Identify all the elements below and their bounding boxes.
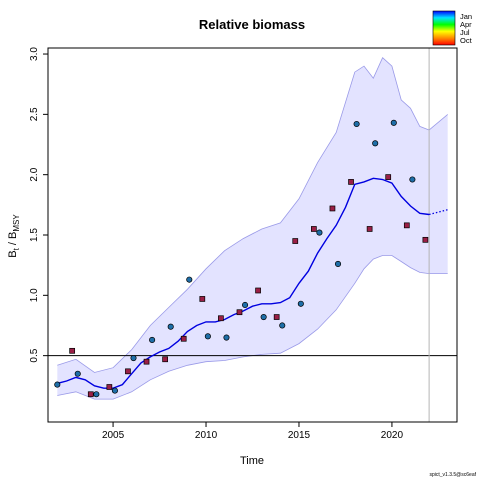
observation-point-17: [218, 315, 224, 322]
season-legend: Jan Apr Jul Oct: [432, 10, 473, 46]
x-tick-label-2: 2015: [288, 430, 311, 441]
estimate-line: [57, 177, 430, 389]
observation-points: [54, 119, 429, 398]
observation-point-21: [255, 287, 261, 294]
version-footnote: spict_v1.3.5@sc6eaf: [430, 472, 477, 478]
observation-point-18: [223, 334, 230, 341]
confidence-band: [57, 57, 448, 400]
x-axis: 2005 2010 2015 2020: [102, 422, 404, 441]
observation-point-25: [292, 238, 299, 244]
y-tick-label-3: 2.0: [29, 167, 40, 181]
observation-point-38: [409, 176, 416, 183]
chart-title: Relative biomass: [199, 17, 305, 32]
y-tick-label-1: 1.0: [29, 288, 40, 302]
observation-point-4: [93, 391, 100, 398]
y-axis-label-sub1: t: [12, 247, 21, 250]
y-axis-label: Bt / BMSY: [7, 214, 21, 258]
observation-point-22: [260, 313, 267, 321]
observation-point-7: [125, 368, 131, 375]
observation-point-13: [180, 335, 187, 342]
plot-area: [48, 48, 457, 422]
x-tick-label-0: 2005: [102, 430, 125, 441]
observation-point-11: [162, 356, 168, 363]
observation-point-23: [273, 314, 280, 320]
observation-point-37: [403, 222, 410, 229]
legend-color-bar: [432, 10, 456, 46]
legend-label-oct: Oct: [460, 36, 473, 45]
y-axis-label-sep: / B: [7, 232, 19, 249]
observation-point-30: [334, 260, 342, 268]
observation-point-26: [297, 300, 304, 307]
observation-point-39: [422, 236, 429, 243]
confidence-band-upper-edge: [57, 57, 448, 373]
y-axis-label-sub2: MSY: [12, 214, 21, 232]
observation-point-34: [372, 140, 379, 147]
observation-point-35: [385, 174, 392, 180]
observation-point-33: [366, 226, 373, 232]
legend-label-jul: Jul: [460, 28, 470, 37]
observation-point-3: [87, 391, 94, 398]
observation-point-32: [353, 120, 360, 128]
observation-point-14: [186, 276, 193, 283]
observation-point-29: [329, 205, 336, 212]
observation-point-15: [199, 296, 206, 302]
observation-point-0: [54, 381, 61, 388]
x-axis-label: Time: [240, 455, 264, 467]
observation-point-31: [348, 179, 354, 185]
observation-point-5: [106, 384, 113, 390]
observation-point-6: [111, 387, 118, 394]
observation-point-2: [74, 370, 81, 377]
x-tick-label-3: 2020: [381, 430, 404, 441]
y-tick-label-5: 3.0: [29, 47, 40, 61]
y-tick-label-2: 1.5: [29, 228, 40, 242]
y-tick-label-0: 0.5: [29, 348, 40, 362]
observation-point-24: [279, 322, 286, 329]
observation-point-19: [236, 309, 243, 316]
y-axis: 0.5 1.0 1.5 2.0 2.5 3.0: [29, 47, 48, 363]
observation-point-9: [143, 358, 150, 365]
observation-point-36: [390, 119, 397, 126]
observation-point-28: [316, 229, 323, 236]
x-tick-label-1: 2010: [195, 430, 218, 441]
observation-point-20: [242, 301, 249, 309]
y-tick-label-4: 2.5: [29, 107, 40, 121]
observation-point-10: [149, 336, 156, 344]
observation-point-27: [311, 226, 317, 232]
observation-point-16: [204, 333, 211, 340]
y-axis-label-main: B: [7, 250, 19, 257]
observation-point-1: [69, 347, 76, 354]
observation-point-8: [130, 355, 137, 362]
observation-point-12: [167, 323, 174, 330]
confidence-band-lower-edge: [57, 255, 448, 400]
legend-label-apr: Apr: [460, 20, 472, 29]
legend-label-jan: Jan: [460, 12, 472, 21]
